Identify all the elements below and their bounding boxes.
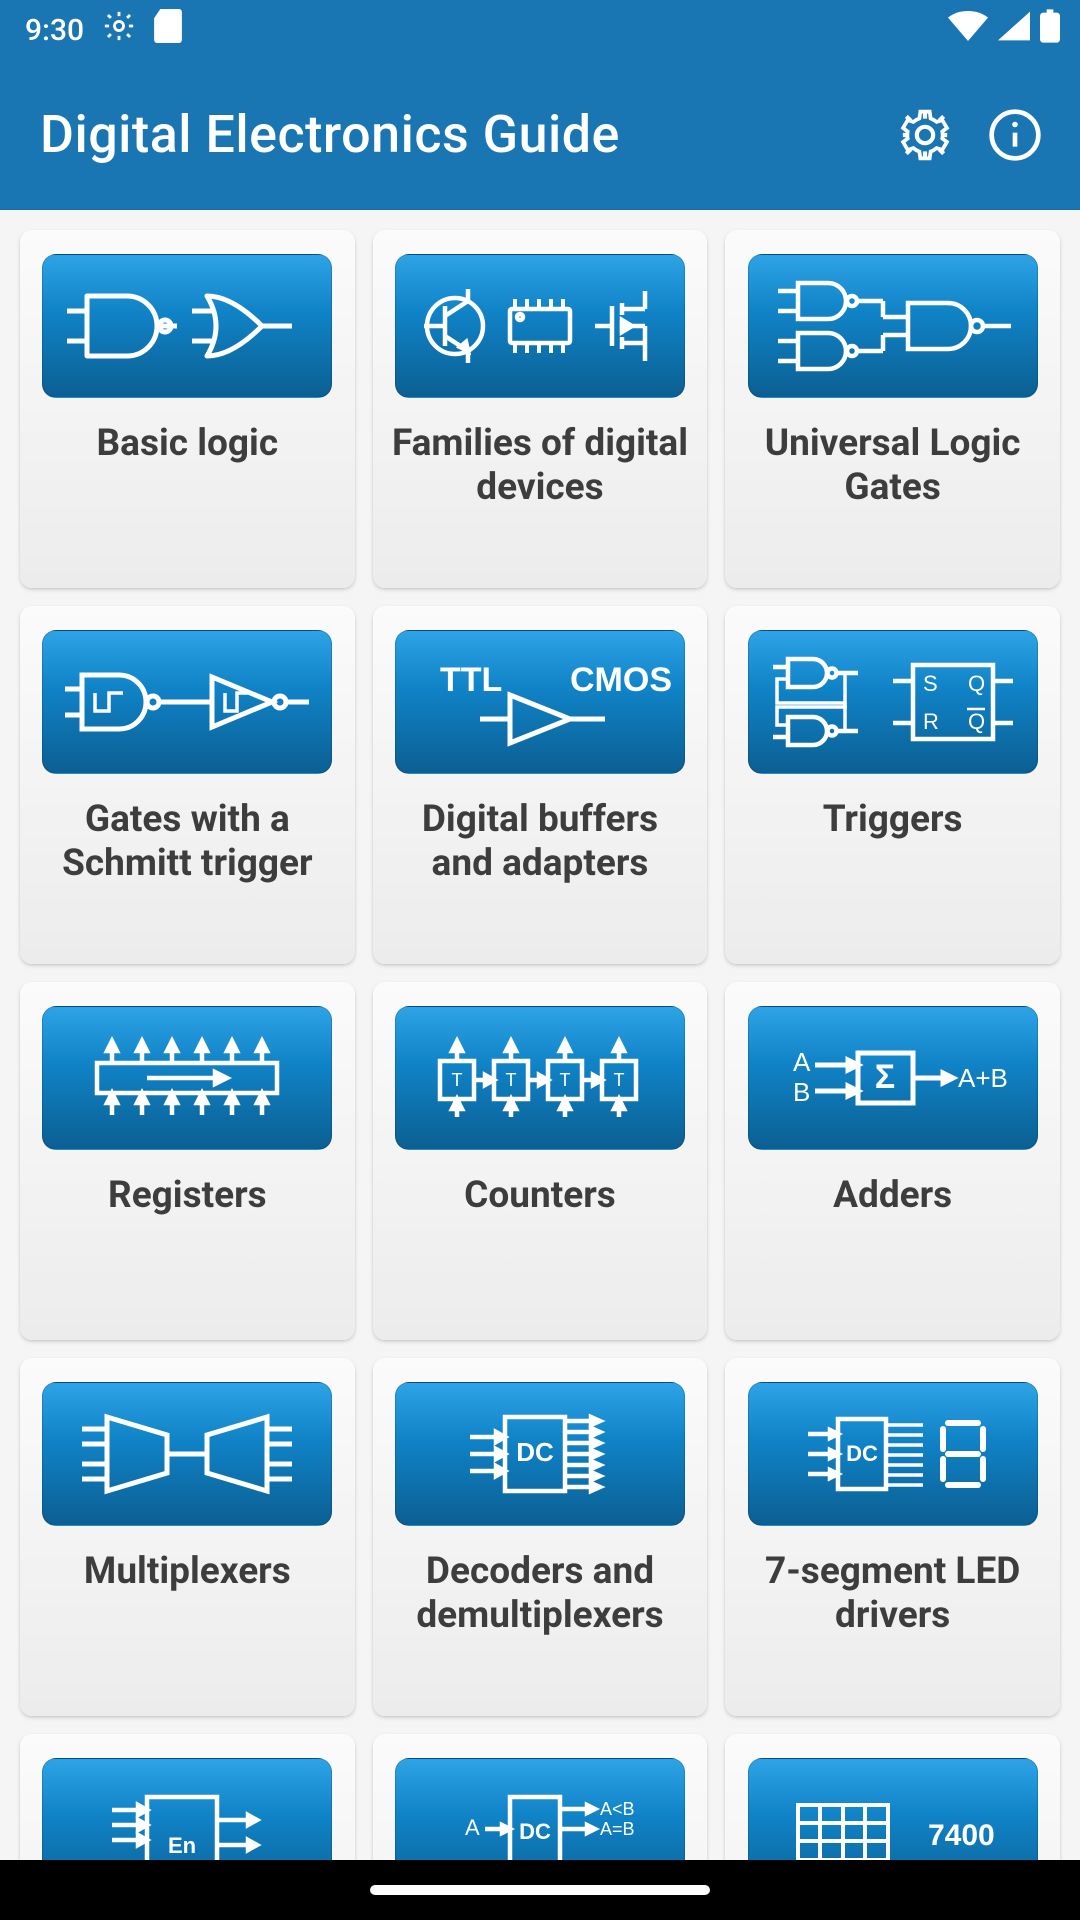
card-buffers[interactable]: TTL CMOS Digital buffers and adapters	[373, 606, 708, 964]
decoders-icon: DC	[395, 1382, 685, 1526]
svg-text:CMOS: CMOS	[570, 661, 672, 699]
settings-status-icon	[102, 9, 136, 51]
svg-text:A: A	[465, 1815, 480, 1840]
families-icon	[395, 254, 685, 398]
svg-text:A: A	[793, 1047, 811, 1077]
svg-text:DC: DC	[519, 1819, 551, 1844]
svg-text:R: R	[923, 709, 939, 734]
sd-card-icon	[154, 9, 182, 51]
card-schmitt[interactable]: Gates with a Schmitt trigger	[20, 606, 355, 964]
gear-icon	[897, 107, 953, 163]
card-label: Families of digital devices	[385, 422, 696, 511]
svg-text:B: B	[793, 1077, 810, 1107]
buffers-icon: TTL CMOS	[395, 630, 685, 774]
card-label: Universal Logic Gates	[737, 422, 1048, 511]
svg-text:TTL: TTL	[440, 661, 502, 699]
svg-text:En: En	[168, 1833, 196, 1858]
svg-text:Σ: Σ	[874, 1058, 894, 1096]
app-bar: Digital Electronics Guide	[0, 60, 1080, 210]
card-triggers[interactable]: S Q R Q Triggers	[725, 606, 1060, 964]
triggers-icon: S Q R Q	[748, 630, 1038, 774]
card-label: Gates with a Schmitt trigger	[32, 798, 343, 887]
svg-text:S: S	[923, 671, 938, 696]
nav-bar	[0, 1860, 1080, 1920]
battery-icon	[1040, 9, 1060, 51]
seven-seg-icon: DC	[748, 1382, 1038, 1526]
card-universal-gates[interactable]: Universal Logic Gates	[725, 230, 1060, 588]
svg-text:DC: DC	[516, 1437, 554, 1467]
card-decoders[interactable]: DC Decoders and demultiplexers	[373, 1358, 708, 1716]
card-multiplexers[interactable]: Multiplexers	[20, 1358, 355, 1716]
svg-text:T: T	[559, 1070, 570, 1090]
card-adders[interactable]: Σ A B A+B Adders	[725, 982, 1060, 1340]
partial-icon-2: DC A A<B A=B	[395, 1758, 685, 1860]
card-label: Registers	[102, 1174, 273, 1218]
multiplexers-icon	[42, 1382, 332, 1526]
svg-text:A=B: A=B	[600, 1819, 635, 1839]
settings-button[interactable]	[890, 100, 960, 170]
counters-icon: T T T T	[395, 1006, 685, 1150]
wifi-icon	[948, 11, 988, 49]
card-partial-2[interactable]: DC A A<B A=B	[373, 1734, 708, 1860]
card-counters[interactable]: T T T T	[373, 982, 708, 1340]
status-bar: 9:30	[0, 0, 1080, 60]
info-icon	[987, 107, 1043, 163]
app-title: Digital Electronics Guide	[40, 104, 870, 165]
info-button[interactable]	[980, 100, 1050, 170]
card-label: Digital buffers and adapters	[385, 798, 696, 887]
card-label: 7-segment LED drivers	[737, 1550, 1048, 1639]
card-basic-logic[interactable]: Basic logic	[20, 230, 355, 588]
partial-icon-3: 7400	[748, 1758, 1038, 1860]
adders-icon: Σ A B A+B	[748, 1006, 1038, 1150]
cell-signal-icon	[998, 11, 1030, 49]
svg-text:Q: Q	[968, 709, 985, 734]
svg-text:T: T	[613, 1070, 624, 1090]
basic-logic-icon	[42, 254, 332, 398]
home-indicator[interactable]	[370, 1885, 710, 1895]
registers-icon	[42, 1006, 332, 1150]
card-partial-3[interactable]: 7400	[725, 1734, 1060, 1860]
svg-text:7400: 7400	[928, 1819, 995, 1852]
card-families[interactable]: Families of digital devices	[373, 230, 708, 588]
svg-text:A<B: A<B	[600, 1799, 635, 1819]
schmitt-icon	[42, 630, 332, 774]
card-label: Basic logic	[91, 422, 285, 466]
svg-text:DC: DC	[846, 1441, 878, 1466]
svg-text:A+B: A+B	[958, 1063, 1008, 1093]
universal-gates-icon	[748, 254, 1038, 398]
svg-text:Q: Q	[968, 671, 985, 696]
card-registers[interactable]: Registers	[20, 982, 355, 1340]
svg-text:T: T	[451, 1070, 462, 1090]
status-time: 9:30	[25, 13, 84, 48]
card-label: Triggers	[817, 798, 969, 842]
card-label: Adders	[827, 1174, 958, 1218]
topics-grid: Basic logic	[0, 210, 1080, 1860]
card-partial-1[interactable]: En	[20, 1734, 355, 1860]
partial-icon-1: En	[42, 1758, 332, 1860]
svg-text:T: T	[505, 1070, 516, 1090]
card-label: Decoders and demultiplexers	[385, 1550, 696, 1639]
card-label: Counters	[458, 1174, 622, 1218]
card-seven-seg[interactable]: DC	[725, 1358, 1060, 1716]
card-label: Multiplexers	[78, 1550, 297, 1594]
